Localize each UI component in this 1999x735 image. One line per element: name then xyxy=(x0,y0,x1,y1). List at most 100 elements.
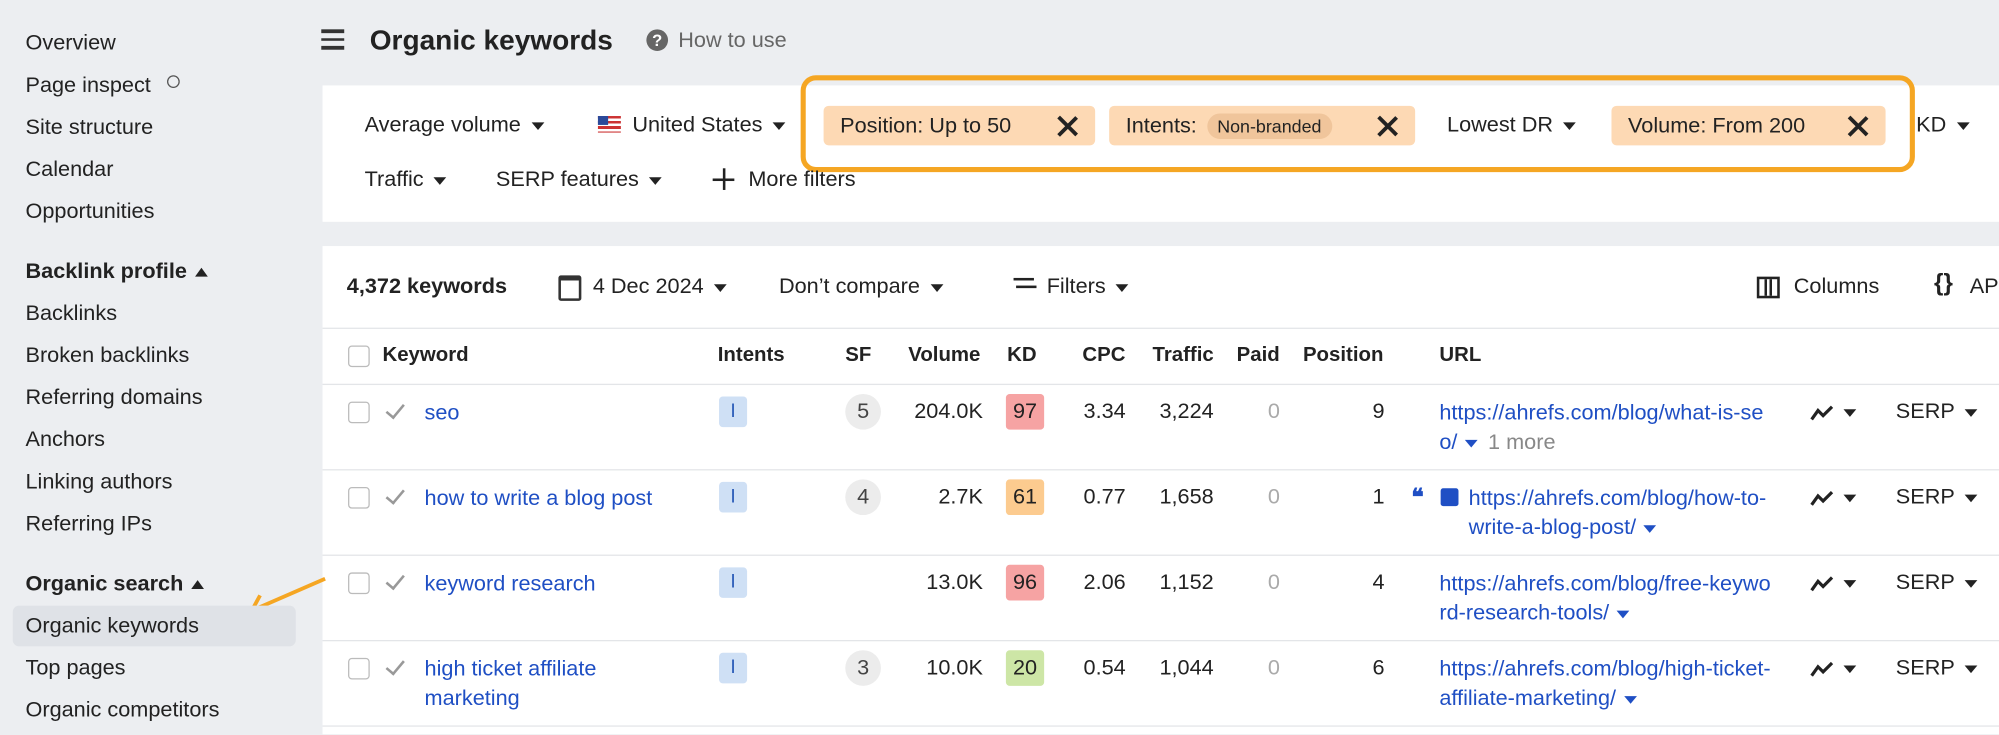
serp-dropdown[interactable]: SERP xyxy=(1896,570,1978,595)
row-divider xyxy=(322,725,1999,727)
nav-item[interactable]: Referring domains xyxy=(25,385,203,410)
column-header[interactable]: Keyword xyxy=(382,344,469,366)
column-header[interactable]: Traffic xyxy=(1152,344,1214,366)
checkbox[interactable] xyxy=(348,657,370,680)
nav-item[interactable]: Site structure xyxy=(25,114,154,139)
date-dropdown[interactable]: 4 Dec 2024 xyxy=(593,274,727,299)
compare-dropdown[interactable]: Don’t compare xyxy=(779,274,943,299)
kd-badge: 61 xyxy=(1005,479,1045,516)
more-urls[interactable]: 1 more xyxy=(1488,429,1556,454)
help-link[interactable]: How to use xyxy=(678,28,787,53)
sf-badge[interactable]: 4 xyxy=(845,479,881,516)
keyword-link[interactable]: how to write a blog post xyxy=(424,485,653,510)
url-text[interactable]: https://ahrefs.com/blog/how-to-write-a-b… xyxy=(1468,485,1767,540)
filter-dropdown[interactable]: United States xyxy=(632,112,786,137)
nav-section[interactable]: Organic search xyxy=(25,571,204,596)
remove-icon[interactable] xyxy=(1057,116,1077,136)
position: 1 xyxy=(1372,484,1385,509)
nav-item[interactable]: Calendar xyxy=(25,156,114,182)
chip-badge: Non-branded xyxy=(1207,113,1332,139)
nav-item[interactable]: Organic competitors xyxy=(25,697,220,722)
filter-chip[interactable]: Position: Up to 50 xyxy=(823,105,1096,146)
menu-icon[interactable] xyxy=(321,27,345,50)
traffic: 1,658 xyxy=(1159,484,1214,509)
url-link[interactable]: https://ahrefs.com/blog/high-ticket-affi… xyxy=(1439,654,1770,713)
column-header[interactable]: Intents xyxy=(717,344,785,366)
filter-dropdown[interactable]: Average volume xyxy=(365,112,544,137)
filter-dropdown[interactable]: SERP features xyxy=(496,167,662,192)
kd-badge: 97 xyxy=(1005,393,1045,430)
nav-item[interactable]: Backlinks xyxy=(25,300,118,326)
caret xyxy=(1563,121,1576,130)
label: KD xyxy=(1916,112,1947,137)
kd-badge: 96 xyxy=(1005,564,1045,601)
column-header[interactable]: Paid xyxy=(1236,344,1280,366)
nav-item[interactable]: Opportunities xyxy=(25,198,155,224)
remove-icon[interactable] xyxy=(1847,116,1867,136)
sf-badge[interactable]: 3 xyxy=(845,650,881,686)
serp-dropdown[interactable]: SERP xyxy=(1896,399,1978,424)
caret xyxy=(1964,408,1978,417)
label: Filters xyxy=(1046,274,1106,299)
row-divider xyxy=(322,383,1999,386)
api-button[interactable]: API xyxy=(1969,274,1999,299)
keyword-link[interactable]: seo xyxy=(424,400,460,425)
nav-item[interactable]: Broken backlinks xyxy=(25,342,190,368)
filter-dropdown[interactable]: Lowest DR xyxy=(1447,112,1576,137)
keyword-count: 4,372 keywords xyxy=(346,274,508,299)
checkbox[interactable] xyxy=(348,401,370,424)
filters-dropdown[interactable]: Filters xyxy=(1047,274,1129,299)
more-filters[interactable]: More filters xyxy=(748,167,856,192)
checkbox[interactable] xyxy=(348,345,370,368)
url-link[interactable]: https://ahrefs.com/blog/what-is-seo/1 mo… xyxy=(1439,398,1770,457)
filter-dropdown[interactable]: KD xyxy=(1916,112,1970,137)
column-header[interactable]: CPC xyxy=(1082,344,1126,366)
url-text[interactable]: https://ahrefs.com/blog/what-is-seo/ xyxy=(1439,400,1764,454)
paid: 0 xyxy=(1267,399,1280,424)
trend-button[interactable] xyxy=(1810,484,1857,509)
serp-dropdown[interactable]: SERP xyxy=(1896,655,1978,680)
keyword-link[interactable]: keyword research xyxy=(424,571,596,596)
caret xyxy=(1964,579,1978,588)
trend-button[interactable] xyxy=(1810,655,1857,680)
label: Lowest DR xyxy=(1447,112,1554,137)
column-header[interactable]: KD xyxy=(1007,344,1037,366)
nav-item[interactable]: Referring IPs xyxy=(25,511,152,536)
nav-item[interactable]: Overview xyxy=(25,30,116,55)
checkbox[interactable] xyxy=(348,572,370,595)
intent-badge: I xyxy=(719,396,748,428)
column-header[interactable]: SF xyxy=(845,344,872,366)
column-header[interactable]: Volume xyxy=(908,344,981,366)
serp-dropdown[interactable]: SERP xyxy=(1896,484,1978,509)
remove-icon[interactable] xyxy=(1377,116,1397,136)
filter-dropdown[interactable]: Traffic xyxy=(365,167,447,192)
nav-section[interactable]: Backlink profile xyxy=(25,259,208,284)
caret xyxy=(1115,283,1129,292)
traffic: 3,224 xyxy=(1159,399,1214,424)
keyword-link[interactable]: high ticket affiliate marketing xyxy=(424,656,597,711)
url-link[interactable]: https://ahrefs.com/blog/how-to-write-a-b… xyxy=(1469,483,1769,542)
checkbox[interactable] xyxy=(348,487,370,509)
nav-item[interactable]: Top pages xyxy=(25,655,126,680)
filter-chip[interactable]: Volume: From 200 xyxy=(1611,105,1886,146)
columns-button[interactable]: Columns xyxy=(1793,274,1880,299)
trend-button[interactable] xyxy=(1810,570,1857,595)
filter-chip[interactable]: Intents: Non-branded xyxy=(1109,105,1416,146)
paid: 0 xyxy=(1267,655,1280,680)
sf-badge[interactable]: 5 xyxy=(845,393,881,430)
page-title: Organic keywords xyxy=(369,24,613,57)
nav-item[interactable]: Anchors xyxy=(25,427,106,452)
nav-item[interactable]: Page inspect xyxy=(25,72,151,97)
calendar-icon xyxy=(558,275,582,301)
column-header[interactable]: URL xyxy=(1439,344,1482,366)
caret xyxy=(1843,579,1857,588)
nav-item[interactable]: Linking authors xyxy=(25,469,173,494)
url-link[interactable]: https://ahrefs.com/blog/free-keyword-res… xyxy=(1439,569,1770,628)
url-text[interactable]: https://ahrefs.com/blog/high-ticket-affi… xyxy=(1439,656,1771,711)
trend-button[interactable] xyxy=(1810,399,1857,424)
url-text[interactable]: https://ahrefs.com/blog/free-keyword-res… xyxy=(1439,571,1771,625)
column-header[interactable]: Position xyxy=(1302,344,1384,366)
label: SERP xyxy=(1895,569,1955,595)
volume: 13.0K xyxy=(926,569,983,595)
nav-item[interactable]: Organic keywords xyxy=(25,613,199,638)
